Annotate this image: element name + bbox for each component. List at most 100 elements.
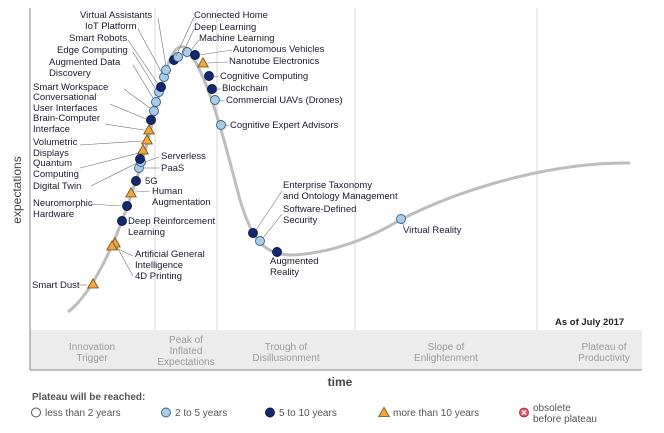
phase-band [30, 330, 642, 370]
label-edge-computing: Edge Computing [57, 45, 128, 56]
marker-cognitive-computing [204, 71, 214, 81]
marker-conversational-user-interfaces [146, 115, 156, 125]
leader-lines [78, 16, 405, 286]
marker-blockchain [207, 84, 217, 94]
legend-label-lt2: less than 2 years [45, 408, 121, 419]
marker-cognitive-expert-advisors [216, 120, 226, 130]
marker-smart-dust [87, 277, 99, 289]
phase-label-trigger: Innovation [69, 342, 115, 353]
marker-neuromorphic-hardware [122, 201, 132, 211]
marker-5g [131, 176, 141, 186]
marker-virtual-reality [396, 214, 406, 224]
marker-virtual-assistants [161, 65, 171, 75]
leader-iot-platform [137, 28, 163, 74]
marker-volumetric-displays [141, 133, 153, 145]
leader-artificial-general-intelligence [115, 247, 134, 257]
leader-commercial-uavs-drones [218, 99, 226, 102]
label-enterprise-taxonomy-and-ontology-management: Enterprise Taxonomy and Ontology Manageme… [283, 180, 398, 202]
legend-label-obsolete: obsolete before plateau [533, 403, 597, 425]
leader-augmented-data-discovery [132, 64, 154, 99]
phase-label-peak: Expectations [157, 357, 214, 368]
y-axis-label: expectations [10, 156, 24, 223]
marker-augmented-data-discovery [151, 97, 161, 107]
phase-label-slope: Enlightenment [414, 353, 478, 364]
as-of-date: As of July 2017 [555, 317, 624, 328]
label-augmented-reality: Augmented Reality [270, 256, 319, 278]
label-5g: 5G [145, 176, 158, 187]
marker-augmented-reality [272, 247, 282, 257]
label-virtual-assistants: Virtual Assistants [80, 10, 152, 21]
label-conversational-user-interfaces: Conversational User Interfaces [33, 92, 98, 114]
leader-autonomous-vehicles [198, 49, 233, 56]
label-software-defined-security: Software-Defined Security [283, 204, 356, 226]
leader-4d-printing [116, 246, 134, 277]
marker-smart-robots [156, 82, 166, 92]
legend-title: Plateau will be reached: [32, 392, 145, 403]
label-commercial-uavs-drones: Commercial UAVs (Drones) [226, 95, 342, 106]
label-cognitive-computing: Cognitive Computing [220, 71, 308, 82]
phase-label-trough: Trough of [265, 342, 308, 353]
phase-label-peak: Inflated [170, 346, 203, 357]
label-digital-twin: Digital Twin [33, 181, 81, 192]
label-quantum-computing: Quantum Computing [33, 158, 79, 180]
hype-curve [67, 45, 631, 314]
marker-deep-reinforcement-learning [117, 216, 127, 226]
label-connected-home: Connected Home [194, 10, 268, 21]
phase-label-plateau: Productivity [578, 353, 630, 364]
phase-label-plateau: Plateau of [581, 342, 626, 353]
label-neuromorphic-hardware: Neuromorphic Hardware [33, 198, 93, 220]
leader-software-defined-security [262, 213, 283, 239]
label-blockchain: Blockchain [222, 83, 268, 94]
leader-conversational-user-interfaces [109, 103, 147, 120]
leader-virtual-reality [401, 221, 405, 227]
leader-quantum-computing [79, 152, 140, 169]
leader-volumetric-displays [79, 140, 143, 146]
legend-label-2to5: 2 to 5 years [175, 408, 227, 419]
leader-serverless [144, 156, 160, 163]
marker-commercial-uavs-drones [210, 95, 220, 105]
x-axis-label: time [328, 375, 353, 389]
leader-virtual-assistants [157, 17, 167, 67]
leader-edge-computing [132, 51, 156, 89]
leader-neuromorphic-hardware [89, 203, 122, 207]
label-machine-learning: Machine Learning [199, 33, 275, 44]
marker-deep-learning [173, 52, 183, 62]
label-virtual-reality: Virtual Reality [403, 225, 462, 236]
label-nanotube-electronics: Nanotube Electronics [229, 56, 320, 67]
marker-enterprise-taxonomy-and-ontology-management [248, 228, 258, 238]
legend-marker-lt2 [31, 407, 41, 418]
label-deep-reinforcement-learning: Deep Reinforcement Learning [128, 216, 215, 238]
label-augmented-data-discovery: Augmented Data Discovery [49, 57, 121, 79]
phase-label-trough: Disillusionment [252, 353, 319, 364]
leader-brain-computer-interface [104, 123, 145, 131]
plateau-legend: less than 2 years 2 to 5 years 5 to 10 yea… [31, 403, 597, 425]
phase-label-trigger: Trigger [76, 353, 108, 364]
marker-brain-computer-interface [143, 123, 155, 135]
leader-enterprise-taxonomy-and-ontology-management [255, 190, 283, 231]
leader-digital-twin [90, 162, 138, 187]
label-cognitive-expert-advisors: Cognitive Expert Advisors [230, 120, 338, 131]
marker-artificial-general-intelligence [106, 239, 118, 251]
phase-dividers [154, 8, 538, 370]
label-artificial-general-intelligence: Artificial General Intelligence [135, 249, 205, 271]
label-smart-workspace: Smart Workspace [33, 82, 108, 93]
marker-smart-workspace [149, 106, 159, 116]
label-4d-printing: 4D Printing [135, 271, 182, 282]
leader-cognitive-computing [212, 75, 220, 78]
legend-marker-obsolete-cross [521, 409, 527, 416]
marker-nanotube-electronics [197, 56, 209, 68]
marker-autonomous-vehicles [190, 50, 200, 60]
leader-smart-robots [127, 39, 159, 85]
leader-human-augmentation [134, 190, 151, 193]
leader-connected-home [175, 16, 195, 57]
label-human-augmentation: Human Augmentation [152, 186, 211, 208]
legend-marker-5to10 [265, 407, 275, 418]
label-serverless: Serverless [161, 151, 206, 162]
marker-digital-twin [135, 154, 145, 164]
label-iot-platform: IoT Platform [85, 21, 137, 32]
label-smart-dust: Smart Dust [32, 280, 80, 291]
leader-machine-learning [190, 39, 200, 51]
legend-label-5to10: 5 to 10 years [279, 408, 337, 419]
